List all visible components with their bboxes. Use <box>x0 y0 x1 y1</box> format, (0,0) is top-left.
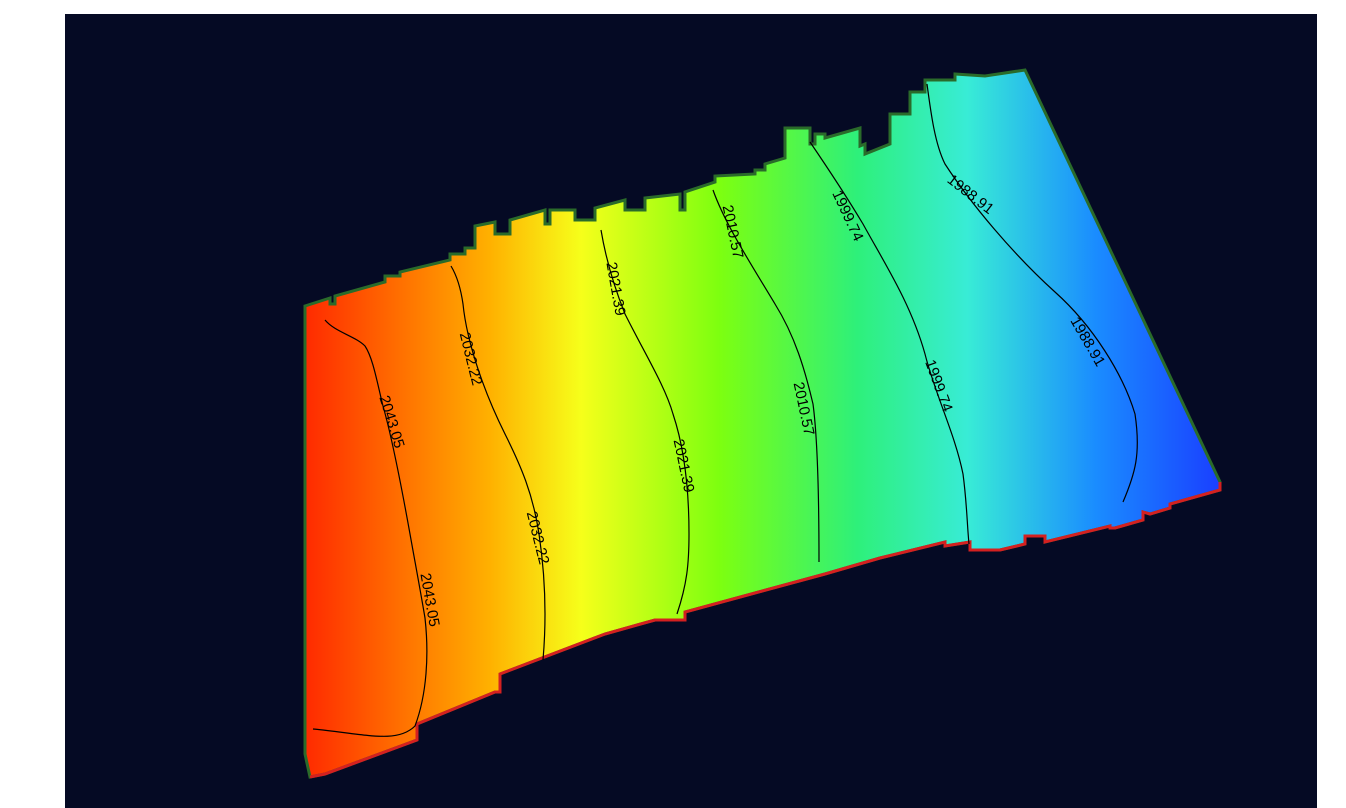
contour-line-1999-74 <box>809 141 970 545</box>
contour-surface-svg: 2043.05 2043.05 2032.22 2032.22 2021.39 … <box>303 68 1222 779</box>
contour-line-1988-91 <box>926 83 1138 503</box>
contour-lines <box>312 83 1138 737</box>
contour-line-2010-57 <box>712 189 820 563</box>
map-viewport[interactable]: 2043.05 2043.05 2032.22 2032.22 2021.39 … <box>65 14 1317 808</box>
surface-bottom-edge <box>309 482 1222 779</box>
surface-region <box>303 68 1222 779</box>
contour-line-2043-05 <box>312 319 428 737</box>
contour-line-2021-39 <box>600 229 690 615</box>
contour-line-2032-22 <box>450 265 546 661</box>
